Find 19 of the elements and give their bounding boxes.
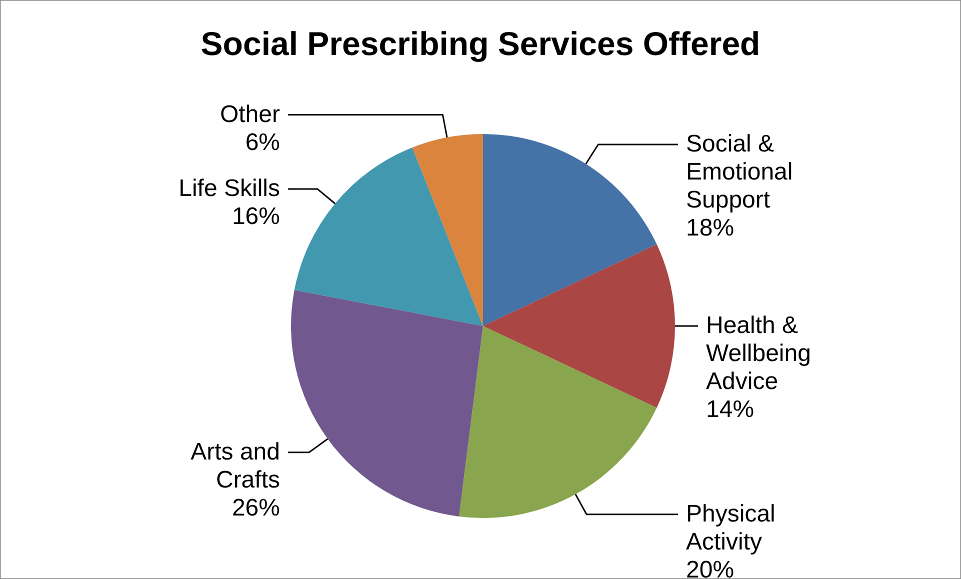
pie-slice	[294, 147, 483, 326]
data-label: 18%	[686, 214, 734, 242]
data-label: 14%	[706, 396, 754, 423]
pie-slice	[483, 244, 675, 408]
slice-label: Life Skills	[178, 174, 280, 202]
slice-label: Arts and Crafts	[190, 438, 280, 494]
data-label: 20%	[686, 556, 734, 579]
data-label: 16%	[232, 202, 280, 230]
chart-title: Social Prescribing Services Offered	[200, 25, 760, 62]
pie-slice	[291, 290, 483, 516]
data-label: 26%	[232, 494, 280, 522]
pie-slice	[412, 134, 483, 326]
slice-label: Social & Emotional Support	[686, 130, 793, 214]
data-label: 6%	[245, 128, 280, 156]
slice-label: Other	[220, 100, 280, 128]
pie-slice	[483, 134, 657, 326]
pie-slice	[458, 326, 657, 518]
slice-label: Health & Wellbeing Advice	[706, 312, 811, 395]
slice-label: Physical Activity	[686, 500, 776, 556]
